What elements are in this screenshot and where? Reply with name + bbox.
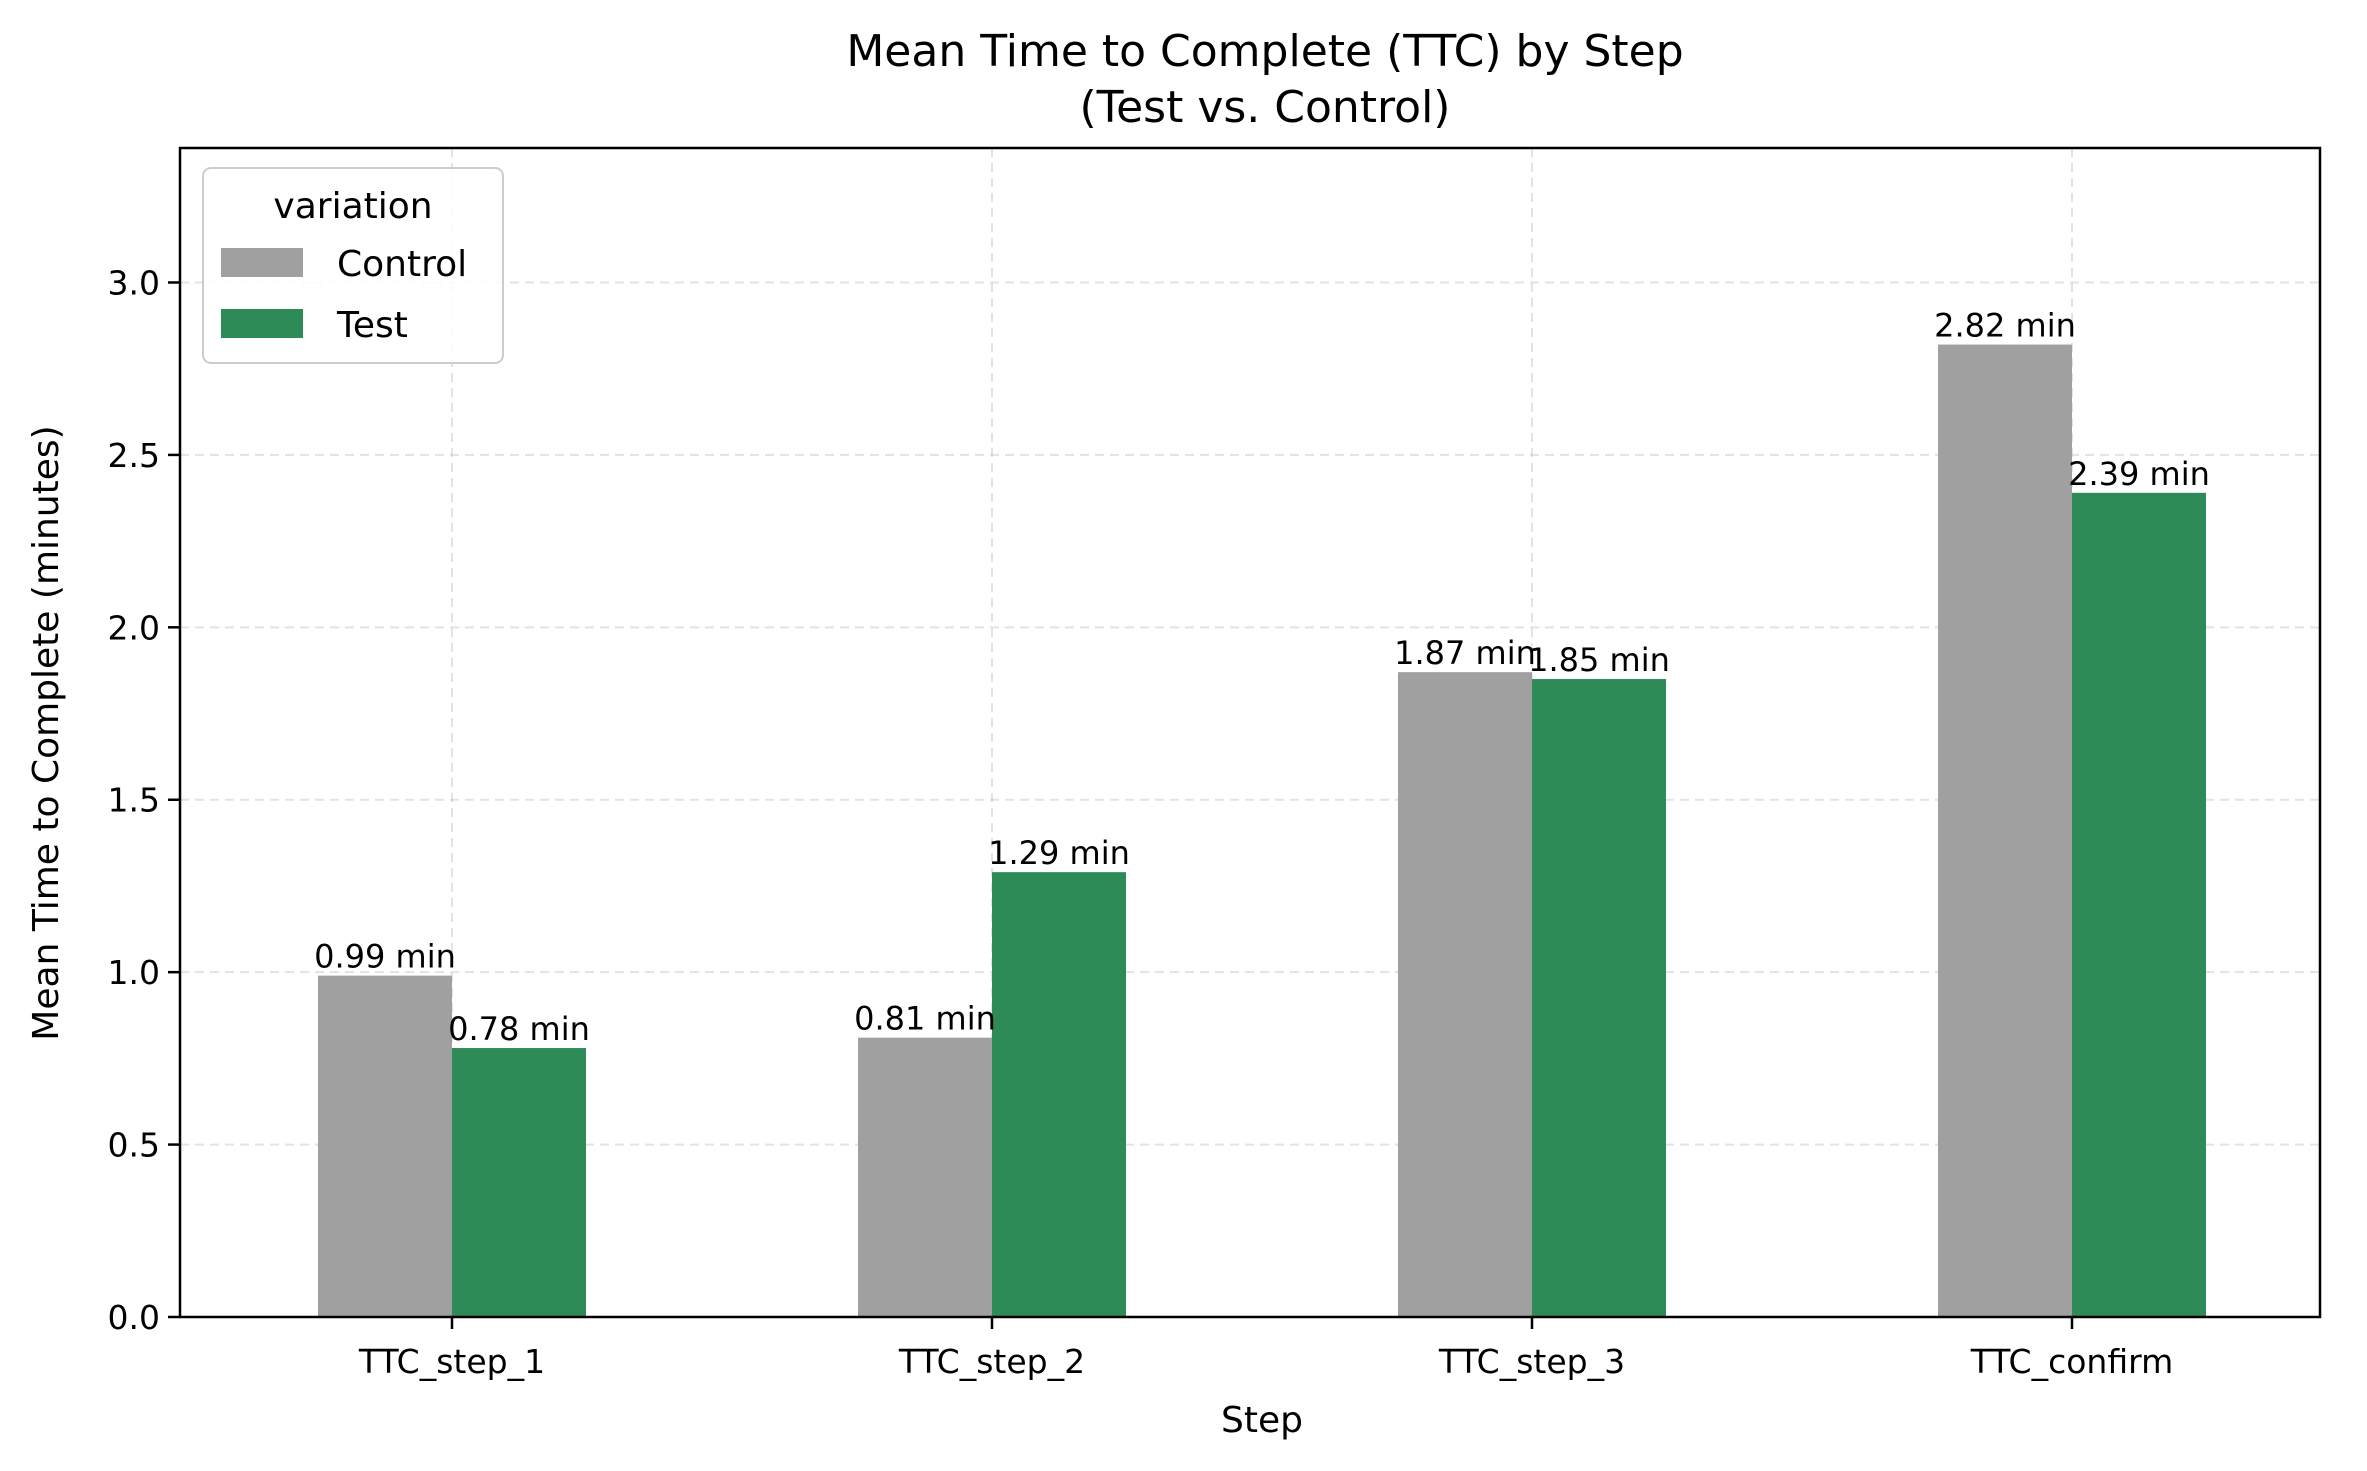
bar-test-ttc-step-3 [1532, 679, 1666, 1317]
data-label-test: 1.29 min [988, 834, 1130, 872]
bar-control-ttc-confirm [1938, 344, 2072, 1318]
data-label-control: 1.87 min [1394, 634, 1536, 672]
bar-test-ttc-step-2 [992, 872, 1126, 1317]
y-tick-label: 1.5 [108, 781, 160, 820]
legend-swatch-control [221, 248, 303, 277]
legend-label-control: Control [337, 244, 467, 285]
data-label-test: 2.39 min [2068, 455, 2210, 493]
legend: variation Control Test [202, 167, 504, 364]
chart-title: Mean Time to Complete (TTC) by Step [846, 26, 1683, 77]
y-tick-label: 3.0 [108, 263, 160, 302]
bars [318, 344, 2206, 1318]
x-tick-label: TTC_confirm [1970, 1342, 2174, 1381]
y-tick-label: 0.5 [108, 1126, 160, 1165]
x-tick-label: TTC_step_2 [898, 1342, 1085, 1381]
data-labels: 0.99 min 0.81 min 1.87 min 2.82 min 0.78 min… [314, 307, 2210, 1048]
bar-control-ttc-step-3 [1398, 672, 1532, 1317]
y-tick-label: 2.0 [108, 608, 160, 647]
y-tick-label: 2.5 [108, 436, 160, 475]
x-axis-label: Step [1221, 1400, 1303, 1441]
bar-test-ttc-confirm [2072, 492, 2206, 1317]
legend-label-test: Test [336, 305, 408, 346]
legend-swatch-test [221, 309, 303, 338]
bar-test-ttc-step-1 [452, 1048, 586, 1317]
data-label-control: 0.81 min [854, 1000, 996, 1038]
plot-frame [178, 146, 2322, 1319]
data-label-control: 0.99 min [314, 938, 456, 976]
data-label-test: 0.78 min [448, 1010, 590, 1048]
data-label-test: 1.85 min [1528, 641, 1670, 679]
x-tick-label: TTC_step_3 [1438, 1342, 1625, 1381]
y-axis-ticks: 0.0 0.5 1.0 1.5 2.0 2.5 3.0 [108, 263, 180, 1337]
y-tick-label: 0.0 [108, 1298, 160, 1337]
bar-control-ttc-step-1 [318, 975, 452, 1317]
y-tick-label: 1.0 [108, 953, 160, 992]
bar-control-ttc-step-2 [858, 1037, 992, 1317]
chart-subtitle: (Test vs. Control) [1080, 82, 1451, 133]
x-axis-ticks: TTC_step_1 TTC_step_2 TTC_step_3 TTC_confir… [358, 1317, 2173, 1381]
legend-title: variation [273, 186, 432, 227]
data-label-control: 2.82 min [1934, 307, 2076, 345]
x-tick-label: TTC_step_1 [358, 1342, 545, 1381]
y-axis-label: Mean Time to Complete (minutes) [26, 425, 67, 1040]
